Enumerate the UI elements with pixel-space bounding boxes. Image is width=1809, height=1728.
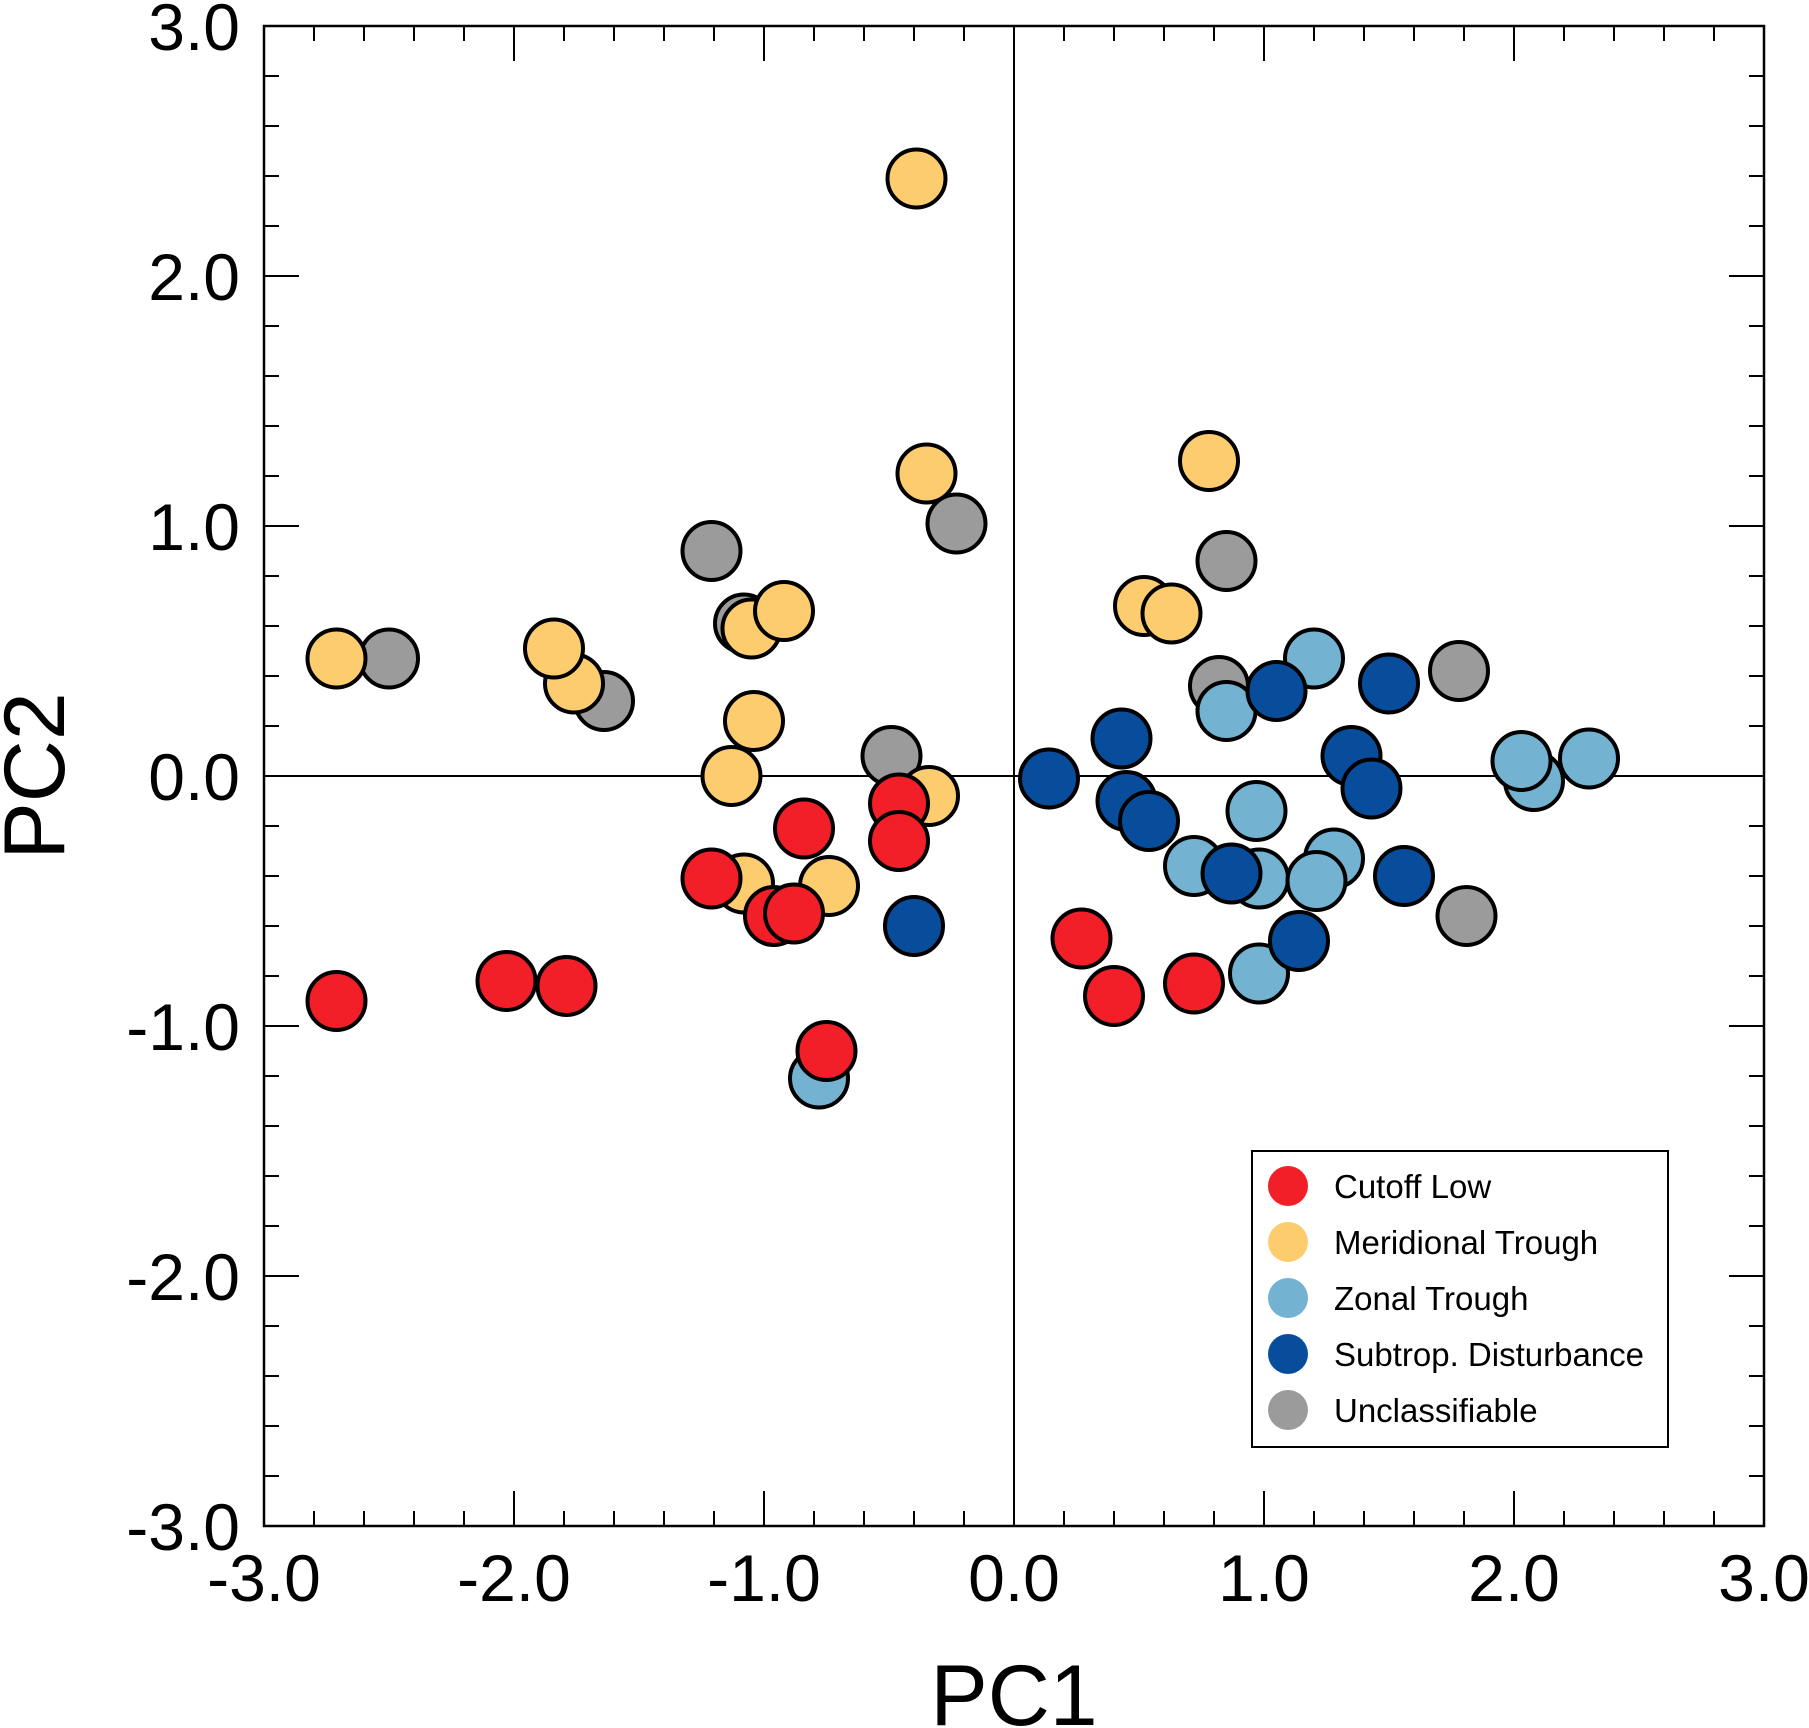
data-point xyxy=(1118,790,1180,852)
data-point xyxy=(1268,910,1330,972)
data-point xyxy=(1090,707,1153,770)
data-point xyxy=(523,617,585,680)
data-point xyxy=(358,627,420,690)
data-point xyxy=(1358,652,1420,715)
data-point xyxy=(895,442,958,505)
y-tick-label: 3.0 xyxy=(148,0,240,64)
data-point xyxy=(795,1020,858,1082)
legend-label: Zonal Trough xyxy=(1334,1280,1528,1317)
y-tick-label: 1.0 xyxy=(148,490,240,564)
x-tick-label: -2.0 xyxy=(457,1541,571,1615)
data-point xyxy=(883,895,945,957)
y-tick-label: 2.0 xyxy=(148,240,240,314)
x-tick-label: 3.0 xyxy=(1718,1541,1809,1615)
data-point xyxy=(753,580,815,642)
data-points xyxy=(305,147,1620,1110)
legend-marker xyxy=(1268,1278,1308,1318)
data-point xyxy=(680,520,743,582)
data-point xyxy=(1050,907,1113,970)
legend-marker xyxy=(1268,1390,1308,1430)
legend-marker xyxy=(1268,1166,1308,1206)
x-tick-label: 2.0 xyxy=(1468,1541,1560,1615)
data-point xyxy=(535,955,598,1017)
data-point xyxy=(723,690,785,752)
data-point xyxy=(925,492,988,555)
data-point xyxy=(1340,757,1403,820)
y-tick-label: 0.0 xyxy=(148,740,240,814)
data-point xyxy=(1558,727,1620,790)
data-point xyxy=(700,745,763,807)
data-point xyxy=(1018,747,1080,810)
data-point xyxy=(680,847,743,910)
data-point xyxy=(1163,952,1225,1015)
legend-label: Cutoff Low xyxy=(1334,1168,1491,1205)
data-point xyxy=(475,950,538,1012)
x-tick-labels: -3.0 -2.0 -1.0 0.0 1.0 2.0 3.0 xyxy=(207,1541,1809,1615)
data-point xyxy=(1435,885,1498,947)
x-tick-label: -3.0 xyxy=(207,1541,321,1615)
legend-label: Unclassifiable xyxy=(1334,1392,1538,1429)
legend-marker xyxy=(1268,1222,1308,1262)
legend-box xyxy=(1251,1150,1669,1448)
data-point xyxy=(1195,530,1258,592)
data-point xyxy=(1225,780,1288,842)
data-point xyxy=(1490,730,1553,792)
data-point xyxy=(885,147,948,210)
data-point xyxy=(1200,842,1263,905)
axis-ticks xyxy=(263,25,1765,1527)
legend-marker xyxy=(1268,1334,1308,1374)
y-tick-labels: -3.0 -2.0 -1.0 0.0 1.0 2.0 3.0 xyxy=(126,0,240,1564)
legend-label: Meridional Trough xyxy=(1334,1224,1598,1261)
data-point xyxy=(1373,845,1435,907)
data-point xyxy=(763,882,825,945)
series-cutoff-low xyxy=(305,772,1225,1082)
y-tick-label: -1.0 xyxy=(126,990,240,1064)
x-axis-title: PC1 xyxy=(930,1648,1097,1728)
y-axis-title: PC2 xyxy=(0,692,83,859)
x-tick-label: -1.0 xyxy=(707,1541,821,1615)
data-point xyxy=(305,970,368,1032)
series-subtrop-disturbance xyxy=(883,652,1435,972)
y-tick-label: -3.0 xyxy=(126,1490,240,1564)
data-point xyxy=(1228,942,1290,1005)
legend: Cutoff Low Meridional Trough Zonal Trough S… xyxy=(1251,1150,1669,1448)
data-point xyxy=(305,627,368,690)
data-point xyxy=(1428,640,1490,702)
x-tick-label: 0.0 xyxy=(968,1541,1060,1615)
data-point xyxy=(868,810,930,872)
x-tick-label: 1.0 xyxy=(1218,1541,1310,1615)
data-point xyxy=(1140,582,1203,645)
legend-label: Subtrop. Disturbance xyxy=(1334,1336,1644,1373)
data-point xyxy=(1285,850,1348,912)
data-point xyxy=(1083,965,1145,1027)
data-point xyxy=(1245,660,1308,722)
series-meridional-trough xyxy=(305,147,1240,917)
data-point xyxy=(1178,430,1240,492)
y-tick-label: -2.0 xyxy=(126,1240,240,1314)
data-point xyxy=(773,797,835,860)
